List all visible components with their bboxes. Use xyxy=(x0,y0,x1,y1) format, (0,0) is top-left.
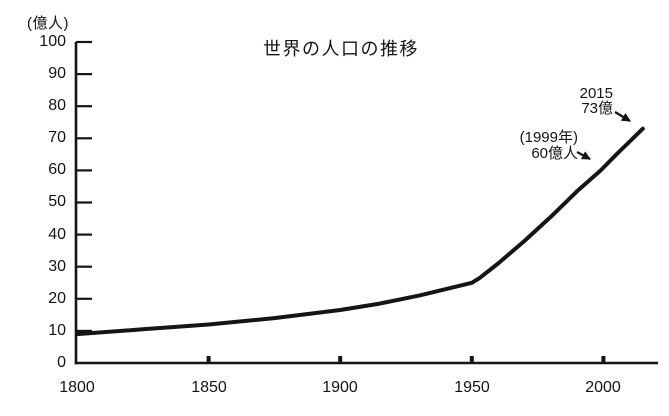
annotation-1999-year: (1999年) xyxy=(519,129,578,146)
y-tick-label: 0 xyxy=(57,354,66,371)
y-tick-label: 10 xyxy=(48,322,66,339)
y-tick-label: 50 xyxy=(48,193,66,210)
annotation-2015-year: 2015 xyxy=(579,85,613,102)
x-tick-label: 1800 xyxy=(59,379,95,396)
y-tick-label: 90 xyxy=(48,65,66,82)
annotation-2015: 2015 73億 xyxy=(513,86,613,116)
population-line xyxy=(75,126,645,337)
arrow-1999-icon xyxy=(576,151,591,160)
y-tick-label: 60 xyxy=(48,161,66,178)
y-tick-label: 20 xyxy=(48,290,66,307)
annotation-2015-value: 73億 xyxy=(581,100,613,117)
annotation-1999-value: 60億人 xyxy=(531,145,578,162)
x-tick-label: 2000 xyxy=(585,379,621,396)
x-tick-label: 1900 xyxy=(322,379,358,396)
y-tick-label: 70 xyxy=(48,129,66,146)
y-tick-label: 100 xyxy=(39,33,66,50)
y-tick-label: 40 xyxy=(48,226,66,243)
chart-title: 世界の人口の推移 xyxy=(263,39,419,59)
x-tick-label: 1850 xyxy=(191,379,227,396)
y-tick-label: 80 xyxy=(48,97,66,114)
annotation-1999: (1999年) 60億人 xyxy=(478,130,578,162)
y-axis-unit-label: (億人) xyxy=(27,15,69,32)
y-tick-label: 30 xyxy=(48,258,66,275)
x-tick-label: 1950 xyxy=(454,379,490,396)
axis-tick-marks xyxy=(76,40,606,363)
arrow-2015-icon xyxy=(614,111,631,122)
